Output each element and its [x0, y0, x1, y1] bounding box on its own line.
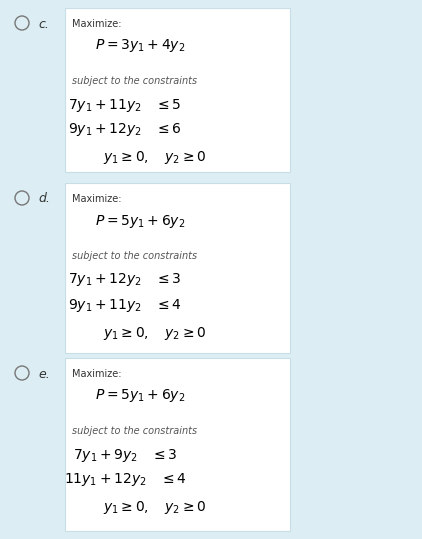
Text: $7y_1 + 9y_2 \quad \leq 3$: $7y_1 + 9y_2 \quad \leq 3$ [73, 446, 177, 464]
Text: subject to the constraints: subject to the constraints [72, 76, 197, 86]
Text: $9y_1 + 11y_2 \quad \leq 4$: $9y_1 + 11y_2 \quad \leq 4$ [68, 296, 182, 314]
Text: $\mathit{P} = 3y_1 + 4y_2$: $\mathit{P} = 3y_1 + 4y_2$ [95, 38, 185, 54]
Text: $\mathit{P} = 5y_1 + 6y_2$: $\mathit{P} = 5y_1 + 6y_2$ [95, 212, 185, 230]
Text: $y_1 \geq 0, \quad y_2 \geq 0$: $y_1 \geq 0, \quad y_2 \geq 0$ [103, 500, 207, 516]
Text: Maximize:: Maximize: [72, 19, 122, 29]
Text: d.: d. [38, 192, 50, 205]
Text: $y_1 \geq 0, \quad y_2 \geq 0$: $y_1 \geq 0, \quad y_2 \geq 0$ [103, 149, 207, 167]
Text: $9y_1 + 12y_2 \quad \leq 6$: $9y_1 + 12y_2 \quad \leq 6$ [68, 121, 182, 139]
Text: $7y_1 + 12y_2 \quad \leq 3$: $7y_1 + 12y_2 \quad \leq 3$ [68, 272, 181, 288]
Text: $\mathit{P} = 5y_1 + 6y_2$: $\mathit{P} = 5y_1 + 6y_2$ [95, 388, 185, 404]
Text: c.: c. [38, 17, 49, 31]
FancyBboxPatch shape [65, 358, 290, 531]
Text: subject to the constraints: subject to the constraints [72, 426, 197, 436]
Text: $y_1 \geq 0, \quad y_2 \geq 0$: $y_1 \geq 0, \quad y_2 \geq 0$ [103, 324, 207, 342]
Text: $7y_1 + 11y_2 \quad \leq 5$: $7y_1 + 11y_2 \quad \leq 5$ [68, 96, 181, 114]
FancyBboxPatch shape [65, 183, 290, 353]
Text: subject to the constraints: subject to the constraints [72, 251, 197, 261]
Text: Maximize:: Maximize: [72, 194, 122, 204]
Text: Maximize:: Maximize: [72, 369, 122, 379]
Text: $11y_1 + 12y_2 \quad \leq 4$: $11y_1 + 12y_2 \quad \leq 4$ [64, 472, 186, 488]
FancyBboxPatch shape [65, 8, 290, 172]
Text: e.: e. [38, 368, 50, 381]
